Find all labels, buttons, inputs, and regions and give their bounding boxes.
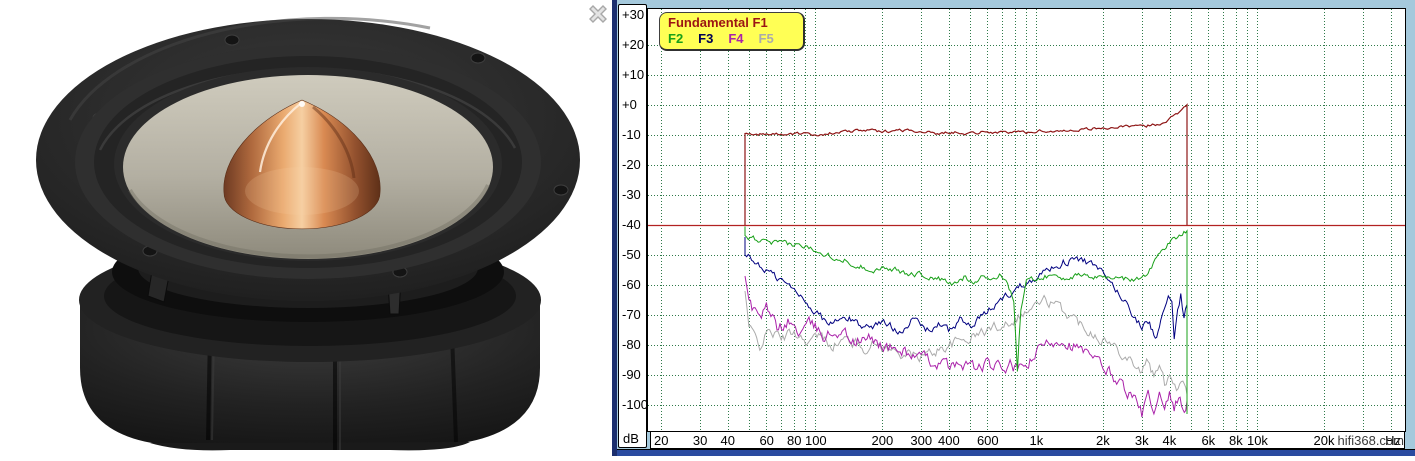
x-axis-tick-label: 100 — [804, 433, 827, 448]
trace-f4 — [744, 275, 1188, 418]
y-axis-label: -50 — [622, 247, 641, 262]
y-axis-label: -40 — [622, 217, 641, 232]
x-axis-tick-label: 20k — [1313, 433, 1335, 448]
watermark: hifi368.com — [1337, 433, 1404, 448]
y-axis-unit-label: dB — [623, 431, 639, 446]
y-axis-label: -70 — [622, 307, 641, 322]
y-axis-label: -30 — [622, 187, 641, 202]
y-axis-label: -80 — [622, 337, 641, 352]
trace-f3 — [744, 237, 1188, 414]
x-axis-tick-label: 6k — [1201, 433, 1216, 448]
legend-item-f2: F2 — [668, 31, 684, 46]
x-axis-tick-label: 80 — [787, 433, 802, 448]
x-axis-tick-label: 40 — [720, 433, 735, 448]
y-axis-label-box: dB +30 +20 +10 +0 -10 -20 -30 -40 -50 -60 -70 -80 -9… — [618, 4, 649, 448]
x-axis-tick-label: 60 — [759, 433, 774, 448]
window-bottom-bar — [617, 449, 1415, 456]
y-axis-label: +20 — [622, 37, 645, 52]
x-axis-tick-label: 200 — [871, 433, 894, 448]
x-axis-label-strip: Hz hifi368.com 20 30 40 60 80 100 200 300 400 600… — [650, 431, 1405, 449]
x-axis-tick-label: 2k — [1096, 433, 1110, 448]
x-axis-tick-label: 300 — [910, 433, 933, 448]
trace-f5 — [744, 290, 1188, 395]
x-axis-tick-label: 8k — [1229, 433, 1243, 448]
trace-f1 — [744, 103, 1188, 225]
y-axis-label: -20 — [622, 157, 641, 172]
speaker-driver-photo — [0, 0, 612, 456]
y-axis-label: +30 — [622, 7, 645, 22]
distortion-chart-plot: Fundamental F1 F2 F3 F4 F5 — [647, 8, 1406, 432]
measurement-panel: dB +30 +20 +10 +0 -10 -20 -30 -40 -50 -60 -70 -80 -9… — [612, 0, 1415, 456]
chart-canvas — [648, 9, 1405, 431]
y-axis-label: +10 — [622, 67, 645, 82]
x-axis-tick-label: 1k — [1029, 433, 1044, 448]
x-axis-tick-label: 4k — [1162, 433, 1177, 448]
legend-title: Fundamental F1 — [668, 15, 768, 30]
y-axis-label: +0 — [622, 97, 637, 112]
x-axis-tick-label: 400 — [938, 433, 960, 448]
window-frame-edge — [612, 0, 617, 456]
legend-items: F2 F3 F4 F5 — [668, 31, 795, 46]
x-axis-tick-label: 10k — [1246, 433, 1268, 448]
legend-item-f5: F5 — [758, 31, 774, 46]
x-axis-unit-label: Hz — [1385, 433, 1401, 448]
close-icon[interactable] — [586, 2, 610, 26]
trace-f2 — [744, 226, 1188, 414]
legend: Fundamental F1 F2 F3 F4 F5 — [659, 12, 805, 51]
x-axis-tick-label: 30 — [692, 433, 708, 448]
y-axis-label: -100 — [622, 397, 649, 412]
y-axis-label: -60 — [622, 277, 641, 292]
legend-item-f4: F4 — [728, 31, 744, 46]
y-axis-label: -10 — [622, 127, 641, 142]
y-axis-label: -90 — [622, 367, 641, 382]
speaker-driver-illustration — [36, 16, 580, 451]
copper-phase-plug — [223, 99, 381, 230]
x-axis-tick-label: 20 — [654, 433, 669, 448]
legend-item-f3: F3 — [698, 31, 714, 46]
x-axis-tick-label: 3k — [1134, 433, 1149, 448]
x-axis-tick-label: 600 — [976, 433, 999, 448]
